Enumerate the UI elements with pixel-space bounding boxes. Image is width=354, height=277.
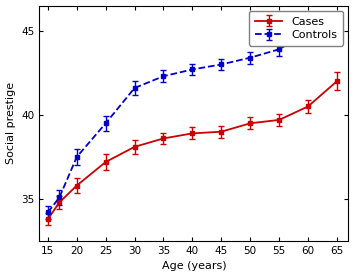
Legend: Cases, Controls: Cases, Controls (249, 11, 343, 45)
Y-axis label: Social prestige: Social prestige (6, 82, 16, 164)
X-axis label: Age (years): Age (years) (161, 261, 226, 271)
